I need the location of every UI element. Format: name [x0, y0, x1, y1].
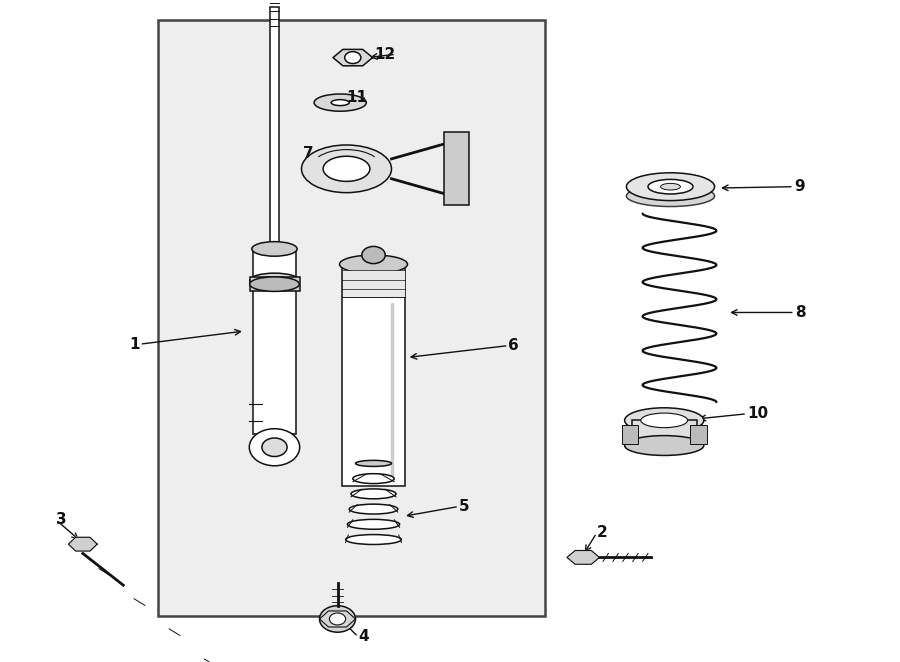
Text: 4: 4: [358, 630, 369, 644]
Ellipse shape: [349, 504, 398, 514]
Ellipse shape: [625, 436, 704, 455]
Ellipse shape: [626, 185, 715, 207]
Bar: [342, 269, 405, 297]
Bar: [632, 420, 697, 446]
Circle shape: [262, 438, 287, 457]
Polygon shape: [567, 551, 599, 564]
Ellipse shape: [339, 255, 408, 273]
Ellipse shape: [346, 535, 401, 544]
Ellipse shape: [625, 408, 704, 433]
Text: 8: 8: [795, 305, 806, 320]
Text: 7: 7: [302, 146, 313, 161]
Ellipse shape: [302, 145, 392, 193]
Ellipse shape: [323, 156, 370, 181]
Text: 1: 1: [129, 337, 140, 352]
Circle shape: [249, 429, 300, 466]
Circle shape: [320, 606, 356, 632]
Bar: [253, 249, 296, 434]
Circle shape: [329, 613, 346, 625]
Ellipse shape: [661, 183, 680, 190]
Text: 2: 2: [597, 526, 608, 540]
Polygon shape: [68, 538, 97, 551]
Ellipse shape: [249, 273, 300, 288]
Bar: [270, 7, 279, 318]
FancyBboxPatch shape: [158, 20, 544, 616]
Text: 12: 12: [374, 47, 396, 62]
Ellipse shape: [641, 413, 688, 428]
Polygon shape: [333, 50, 373, 66]
Ellipse shape: [353, 474, 394, 483]
Ellipse shape: [331, 100, 349, 106]
Ellipse shape: [351, 489, 396, 498]
Ellipse shape: [252, 242, 297, 256]
Bar: [444, 132, 469, 205]
Text: 3: 3: [56, 512, 67, 527]
Bar: [250, 277, 300, 291]
Text: 5: 5: [459, 499, 470, 514]
Ellipse shape: [314, 94, 366, 111]
Text: 9: 9: [794, 179, 805, 194]
Text: 6: 6: [508, 338, 519, 353]
Bar: [622, 425, 638, 444]
Ellipse shape: [249, 277, 300, 291]
Bar: [342, 264, 405, 486]
Ellipse shape: [347, 520, 400, 529]
Bar: [690, 425, 707, 444]
Text: 10: 10: [747, 406, 768, 421]
Ellipse shape: [648, 179, 693, 194]
Text: 11: 11: [346, 90, 367, 105]
Circle shape: [362, 246, 385, 263]
Ellipse shape: [626, 173, 715, 201]
Ellipse shape: [356, 460, 392, 467]
Circle shape: [345, 52, 361, 64]
